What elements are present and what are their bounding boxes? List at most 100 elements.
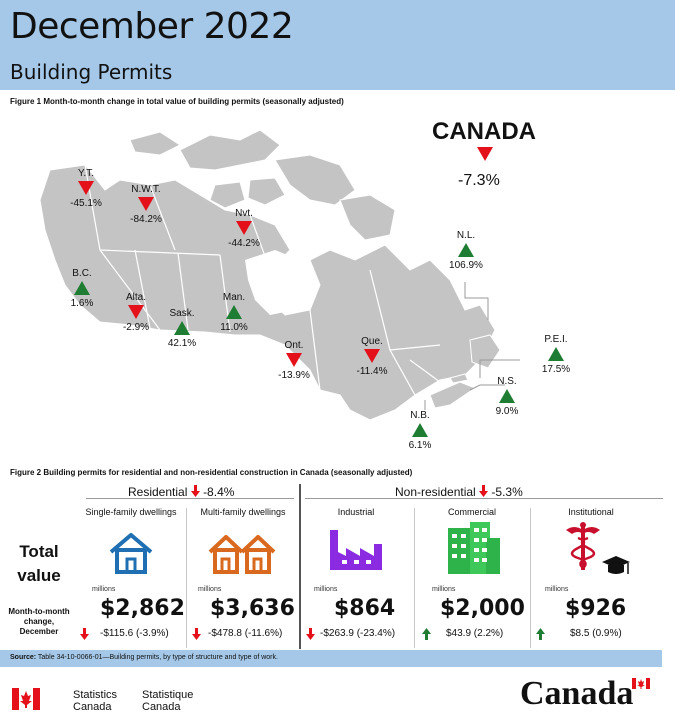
province-change-bc: 1.6%	[70, 298, 94, 309]
province-man-up-arrow-icon	[226, 305, 242, 319]
province-name-nvt: Nvt.	[235, 208, 253, 219]
province-name-pei: P.E.I.	[544, 334, 568, 345]
province-change-ns: 9.0%	[495, 406, 519, 417]
residential-label: Residential	[128, 485, 188, 499]
month-to-month-label: Month-to-month change, December	[8, 607, 70, 636]
factory-icon	[330, 530, 382, 570]
statcan-en-line1: Statistics	[73, 689, 118, 701]
province-change-man: 11.0%	[220, 322, 248, 333]
divider	[530, 508, 531, 648]
multi-family-down-arrow-icon	[192, 628, 201, 640]
province-bc-up-arrow-icon	[74, 281, 90, 295]
canada-change: -7.3%	[458, 172, 500, 189]
page-subtitle: Building Permits	[10, 60, 173, 84]
province-yt-down-arrow-icon	[78, 181, 94, 195]
canada-label: CANADA	[432, 118, 536, 145]
province-change-nvt: -44.2%	[228, 238, 260, 249]
province-name-man: Man.	[222, 292, 246, 303]
divider	[414, 508, 415, 648]
single-family-down-arrow-icon	[80, 628, 89, 640]
commercial-unit: millions	[432, 586, 456, 593]
single-family-change: -$115.6 (-3.9%)	[100, 628, 169, 639]
single-family-title: Single-family dwellings	[85, 507, 177, 517]
caduceus-graduation-cap-icon	[566, 522, 630, 574]
total-value-label: Total value	[17, 542, 61, 585]
page-title: December 2022	[10, 6, 294, 47]
province-name-yt: Y.T.	[78, 168, 94, 179]
province-name-nwt: N.W.T.	[131, 184, 161, 195]
nonresidential-change: -5.3%	[491, 485, 523, 499]
source-bar: Source: Table 34-10-0066-01—Building per…	[0, 650, 662, 667]
institutional-value: $926	[565, 596, 627, 621]
figure2-caption: Figure 2 Building permits for residentia…	[10, 468, 413, 477]
industrial-title: Industrial	[337, 507, 375, 517]
residential-change: -8.4%	[203, 485, 235, 499]
nonresidential-label: Non-residential	[395, 485, 476, 499]
province-change-ont: -13.9%	[278, 370, 310, 381]
institutional-title: Institutional	[568, 507, 614, 517]
institutional-change: $8.5 (0.9%)	[570, 628, 622, 639]
industrial-change: -$263.9 (-23.4%)	[320, 628, 396, 639]
source-text: Table 34-10-0066-01—Building permits, by…	[37, 654, 278, 661]
single-family-house-icon	[109, 533, 153, 574]
industrial-value: $864	[334, 596, 396, 621]
province-ns-up-arrow-icon	[499, 389, 515, 403]
commercial-title: Commercial	[447, 507, 496, 517]
residential-title: Residential -8.4%	[128, 485, 234, 499]
source-label: Source:	[10, 654, 37, 661]
province-change-nb: 6.1%	[408, 440, 432, 451]
nonresidential-down-arrow-icon	[479, 485, 489, 497]
wordmark-flag-icon	[632, 678, 650, 689]
province-change-yt: -45.1%	[70, 198, 102, 209]
province-change-sask: 42.1%	[167, 338, 197, 349]
province-change-pei: 17.5%	[541, 364, 571, 375]
statcan-en-line2: Canada	[73, 701, 112, 713]
industrial-down-arrow-icon	[306, 628, 315, 640]
province-name-ont: Ont.	[284, 340, 304, 351]
residential-down-arrow-icon	[190, 485, 200, 497]
province-name-nl: N.L.	[456, 230, 476, 241]
province-ont-down-arrow-icon	[286, 353, 302, 367]
province-nvt-down-arrow-icon	[236, 221, 252, 235]
province-name-alta: Alta.	[125, 292, 146, 303]
province-name-ns: N.S.	[497, 376, 517, 387]
province-nwt-down-arrow-icon	[138, 197, 154, 211]
province-change-alta: -2.9%	[122, 322, 150, 333]
province-name-bc: B.C.	[72, 268, 92, 279]
province-change-nl: 106.9%	[449, 260, 483, 271]
header-banner: December 2022 Building Permits	[0, 0, 675, 90]
nonresidential-title: Non-residential -5.3%	[395, 485, 523, 499]
institutional-unit: millions	[545, 586, 569, 593]
commercial-change: $43.9 (2.2%)	[446, 628, 504, 639]
commercial-value: $2,000	[440, 596, 525, 621]
province-change-nwt: -84.2%	[130, 214, 162, 225]
canada-flag-icon	[12, 688, 40, 710]
province-change-que: -11.4%	[356, 366, 388, 377]
residential-rule	[86, 498, 294, 499]
canada-down-arrow-icon	[477, 147, 493, 161]
multi-family-value: $3,636	[210, 596, 295, 621]
statcan-fr-line2: Canada	[142, 701, 181, 713]
province-que-down-arrow-icon	[364, 349, 380, 363]
multi-family-title: Multi-family dwellings	[200, 507, 286, 517]
statcan-en: Statistics Canada	[73, 689, 117, 713]
canada-wordmark: Canada	[520, 675, 634, 712]
province-name-que: Que.	[361, 336, 383, 347]
institutional-up-arrow-icon	[536, 628, 545, 640]
province-sask-up-arrow-icon	[174, 321, 190, 335]
single-family-value: $2,862	[100, 596, 185, 621]
divider-main	[299, 484, 301, 649]
nonresidential-rule	[305, 498, 663, 499]
canada-map	[39, 129, 520, 421]
province-alta-down-arrow-icon	[128, 305, 144, 319]
province-nl-up-arrow-icon	[458, 243, 474, 257]
statcan-fr-line1: Statistique	[142, 689, 194, 701]
multi-family-change: -$478.8 (-11.6%)	[208, 628, 283, 639]
industrial-unit: millions	[314, 586, 338, 593]
figure1-caption: Figure 1 Month-to-month change in total …	[10, 97, 344, 106]
statcan-fr: Statistique Canada	[142, 689, 193, 713]
province-name-sask: Sask.	[169, 308, 195, 319]
office-buildings-icon	[448, 522, 500, 574]
province-name-nb: N.B.	[410, 410, 430, 421]
multi-family-unit: millions	[198, 586, 222, 593]
